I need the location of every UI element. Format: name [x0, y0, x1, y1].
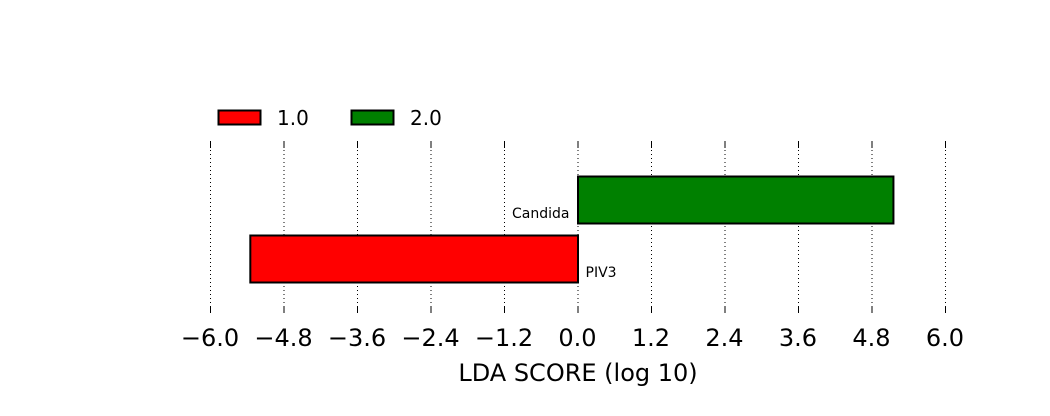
legend-swatch-2 — [350, 109, 395, 126]
legend-label-2: 2.0 — [410, 106, 442, 130]
x-tick-label: −6.0 — [181, 324, 239, 352]
x-tick-label: −4.8 — [254, 324, 312, 352]
x-tick-label: 4.8 — [852, 324, 890, 352]
x-tick-label: 3.6 — [779, 324, 817, 352]
bar-label-piv3: PIV3 — [586, 265, 617, 281]
x-tick-label: 6.0 — [926, 324, 964, 352]
x-tick-label: 0.0 — [558, 324, 596, 352]
x-tick-label: 2.4 — [705, 324, 743, 352]
x-tick-label: 1.2 — [632, 324, 670, 352]
x-tick-label: −3.6 — [328, 324, 386, 352]
bar-label-candida: Candida — [512, 206, 569, 222]
bar-piv3 — [249, 234, 579, 284]
x-tick-label: −1.2 — [475, 324, 533, 352]
bar-candida — [577, 175, 895, 225]
legend-label-1: 1.0 — [277, 106, 309, 130]
x-axis-label: LDA SCORE (log 10) — [458, 359, 697, 387]
x-tick-label: −2.4 — [401, 324, 459, 352]
legend-swatch-1 — [217, 109, 262, 126]
